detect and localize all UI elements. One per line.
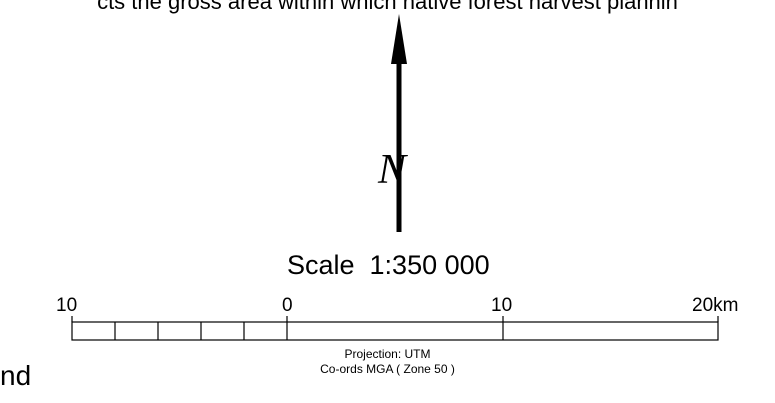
projection-text: Projection: UTM xyxy=(344,347,431,361)
coords-text: Co-ords MGA ( Zone 50 ) xyxy=(320,362,455,376)
scale-bar-outline xyxy=(71,321,719,341)
north-label: N xyxy=(378,147,407,193)
north-arrow-head xyxy=(391,14,407,64)
scale-title: Scale 1:350 000 xyxy=(287,250,490,280)
intro-text: cts the gross area within which native f… xyxy=(97,0,678,14)
scale-tick-left-10: 10 xyxy=(56,295,78,316)
scale-tick-0: 0 xyxy=(282,295,293,316)
north-arrow-icon xyxy=(391,14,407,232)
scale-tick-20km: 20km xyxy=(692,295,739,316)
north-arrow-shaft xyxy=(396,62,402,232)
legend-fragment-text: nd xyxy=(0,360,32,391)
scale-tick-right-10: 10 xyxy=(491,295,513,316)
